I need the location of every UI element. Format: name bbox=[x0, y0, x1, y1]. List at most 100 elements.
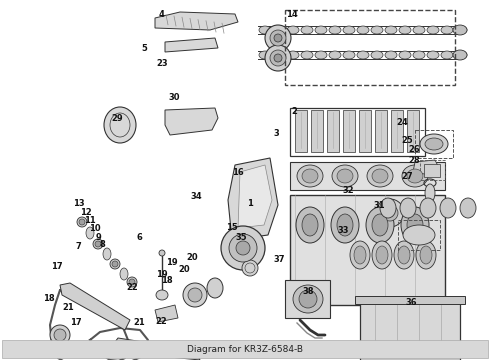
Text: 20: 20 bbox=[178, 265, 190, 274]
Text: 20: 20 bbox=[186, 253, 198, 262]
Ellipse shape bbox=[407, 214, 423, 236]
Polygon shape bbox=[155, 305, 178, 322]
Bar bbox=[359, 110, 371, 152]
Ellipse shape bbox=[420, 246, 432, 264]
Ellipse shape bbox=[183, 283, 207, 307]
Ellipse shape bbox=[229, 234, 257, 262]
Bar bbox=[311, 110, 323, 152]
Ellipse shape bbox=[297, 165, 323, 187]
Ellipse shape bbox=[259, 26, 271, 34]
Text: 17: 17 bbox=[70, 318, 82, 327]
Ellipse shape bbox=[427, 51, 439, 59]
Ellipse shape bbox=[376, 246, 388, 264]
Ellipse shape bbox=[95, 241, 101, 247]
Ellipse shape bbox=[188, 288, 202, 302]
Ellipse shape bbox=[112, 261, 118, 267]
Ellipse shape bbox=[332, 165, 358, 187]
Ellipse shape bbox=[50, 325, 70, 345]
Text: 18: 18 bbox=[43, 294, 55, 303]
Text: 8: 8 bbox=[99, 240, 105, 249]
Text: 22: 22 bbox=[126, 284, 138, 292]
Ellipse shape bbox=[385, 51, 397, 59]
Ellipse shape bbox=[265, 45, 291, 71]
Ellipse shape bbox=[394, 241, 414, 269]
Text: 3: 3 bbox=[274, 129, 280, 138]
Ellipse shape bbox=[77, 217, 87, 227]
Ellipse shape bbox=[376, 199, 404, 227]
Ellipse shape bbox=[301, 51, 313, 59]
Bar bbox=[360, 300, 460, 360]
Text: 6: 6 bbox=[137, 233, 143, 242]
Ellipse shape bbox=[265, 25, 291, 51]
Ellipse shape bbox=[402, 165, 428, 187]
Ellipse shape bbox=[273, 26, 285, 34]
Bar bbox=[407, 110, 419, 152]
Ellipse shape bbox=[455, 26, 467, 34]
Bar bbox=[2, 340, 488, 358]
Bar bbox=[285, 10, 455, 85]
Ellipse shape bbox=[159, 250, 165, 256]
Ellipse shape bbox=[357, 51, 369, 59]
Ellipse shape bbox=[455, 51, 467, 59]
Ellipse shape bbox=[350, 241, 370, 269]
Text: 21: 21 bbox=[63, 303, 74, 312]
Bar bbox=[290, 195, 445, 305]
Text: 19: 19 bbox=[166, 258, 177, 266]
Text: 7: 7 bbox=[75, 242, 81, 251]
Ellipse shape bbox=[366, 207, 394, 243]
Text: 36: 36 bbox=[406, 298, 417, 307]
Ellipse shape bbox=[453, 25, 467, 35]
Ellipse shape bbox=[221, 226, 265, 270]
Ellipse shape bbox=[293, 285, 323, 313]
Bar bbox=[415, 130, 453, 158]
Ellipse shape bbox=[259, 51, 271, 59]
Bar bbox=[424, 164, 440, 177]
Ellipse shape bbox=[301, 26, 313, 34]
Ellipse shape bbox=[453, 50, 467, 60]
Ellipse shape bbox=[129, 279, 135, 285]
Text: 18: 18 bbox=[161, 276, 172, 285]
Ellipse shape bbox=[413, 51, 425, 59]
Ellipse shape bbox=[236, 241, 250, 255]
Text: 26: 26 bbox=[408, 145, 420, 154]
Text: 28: 28 bbox=[408, 156, 420, 165]
Ellipse shape bbox=[337, 169, 353, 183]
Ellipse shape bbox=[331, 207, 359, 243]
Ellipse shape bbox=[354, 246, 366, 264]
Text: 14: 14 bbox=[286, 10, 297, 19]
Text: 21: 21 bbox=[134, 318, 146, 327]
Ellipse shape bbox=[367, 165, 393, 187]
Ellipse shape bbox=[270, 50, 286, 66]
Ellipse shape bbox=[110, 259, 120, 269]
Bar bbox=[398, 220, 440, 250]
Ellipse shape bbox=[372, 214, 388, 236]
Text: 29: 29 bbox=[112, 114, 123, 123]
Ellipse shape bbox=[382, 205, 398, 221]
Ellipse shape bbox=[399, 26, 411, 34]
Text: 32: 32 bbox=[342, 186, 354, 195]
Ellipse shape bbox=[343, 51, 355, 59]
Ellipse shape bbox=[315, 26, 327, 34]
Bar bbox=[327, 110, 339, 152]
Ellipse shape bbox=[372, 241, 392, 269]
Ellipse shape bbox=[343, 26, 355, 34]
Text: 15: 15 bbox=[226, 223, 238, 233]
Ellipse shape bbox=[380, 198, 396, 218]
Ellipse shape bbox=[357, 26, 369, 34]
Bar bbox=[391, 110, 403, 152]
Text: Diagram for KR3Z-6584-B: Diagram for KR3Z-6584-B bbox=[187, 345, 303, 354]
Text: 25: 25 bbox=[402, 136, 414, 145]
Polygon shape bbox=[115, 338, 200, 360]
Ellipse shape bbox=[427, 26, 439, 34]
Ellipse shape bbox=[93, 239, 103, 249]
Ellipse shape bbox=[54, 329, 66, 341]
Bar bbox=[290, 162, 445, 190]
Ellipse shape bbox=[104, 107, 136, 143]
Polygon shape bbox=[60, 283, 130, 330]
Text: 19: 19 bbox=[156, 270, 168, 279]
Ellipse shape bbox=[460, 198, 476, 218]
Text: 17: 17 bbox=[50, 262, 62, 271]
Text: 4: 4 bbox=[159, 10, 165, 19]
Ellipse shape bbox=[302, 169, 318, 183]
Bar bbox=[420, 160, 445, 180]
